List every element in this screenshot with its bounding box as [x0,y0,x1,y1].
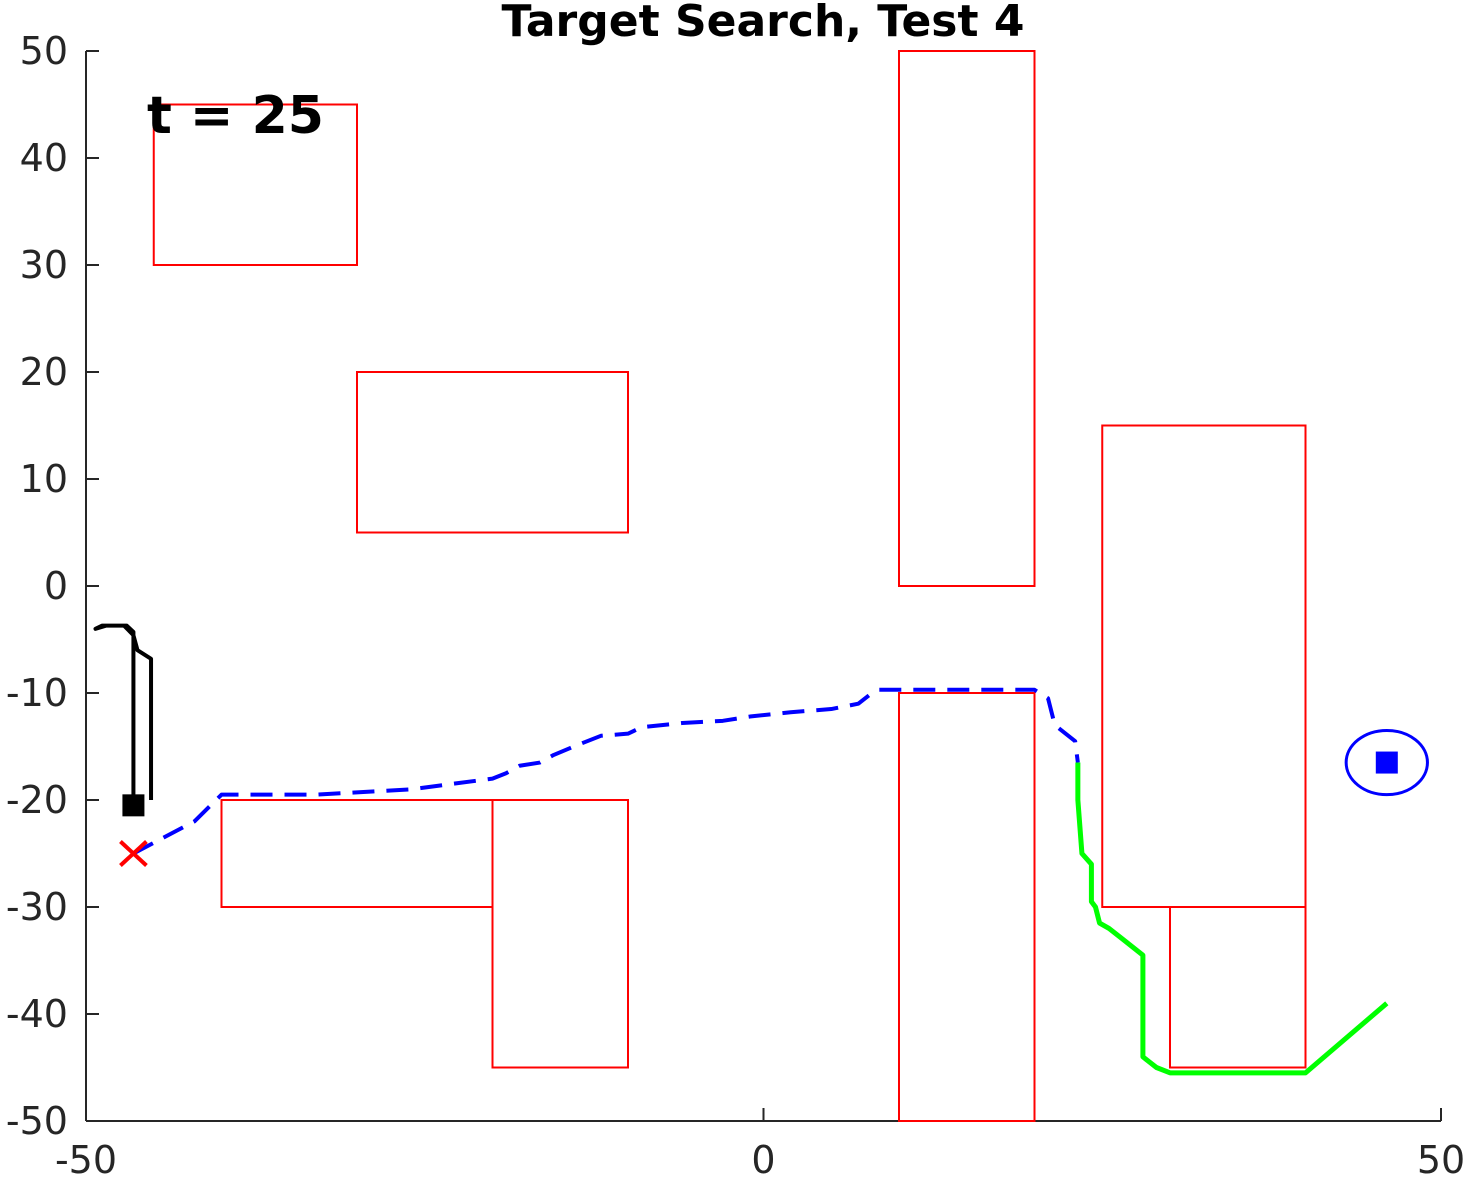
y-tick-label: 0 [44,564,68,608]
y-tick-label: -20 [6,778,68,822]
y-tick-label: -40 [6,992,68,1036]
y-tick-label: 10 [20,457,68,501]
y-tick-label: -30 [6,885,68,929]
series-line-2 [1075,762,1389,1076]
y-tick-label: 50 [20,29,68,73]
x-tick-label: -50 [55,1138,117,1181]
marker-x-1 [119,840,148,867]
chart-title: Target Search, Test 4 [502,0,1025,47]
obstacle-rect-6 [898,692,1036,1122]
obstacle-rect-3 [1101,424,1307,908]
obstacle-rect-0 [152,103,358,266]
obstacle-rect-2 [898,50,1036,587]
obstacle-rect-7 [1169,906,1307,1069]
series-line-0 [93,623,154,806]
y-tick-label: -10 [6,671,68,715]
series-line-1 [132,687,1080,856]
obstacle-rect-1 [356,371,629,534]
obstacle-rect-4 [220,799,494,908]
ticks-layer: -50 0 50 50 40 30 20 10 0 -10 -20 -30 -40 -50 [6,29,1465,1182]
y-tick-label: -50 [6,1099,68,1143]
marker-ellipse-3 [1344,728,1429,797]
obstacles-layer [152,50,1307,1122]
x-tick-label: 0 [751,1138,775,1181]
y-tick-label: 30 [20,243,68,287]
marker-square-2 [1375,751,1398,774]
obstacle-rect-5 [491,799,629,1069]
x-tick-label: 50 [1417,1138,1465,1181]
marker-square-0 [122,794,145,817]
series-layer [93,623,1389,1076]
markers-layer [119,728,1429,867]
y-tick-label: 20 [20,350,68,394]
time-annotation: t = 25 [147,86,324,146]
y-tick-label: 40 [20,136,68,180]
